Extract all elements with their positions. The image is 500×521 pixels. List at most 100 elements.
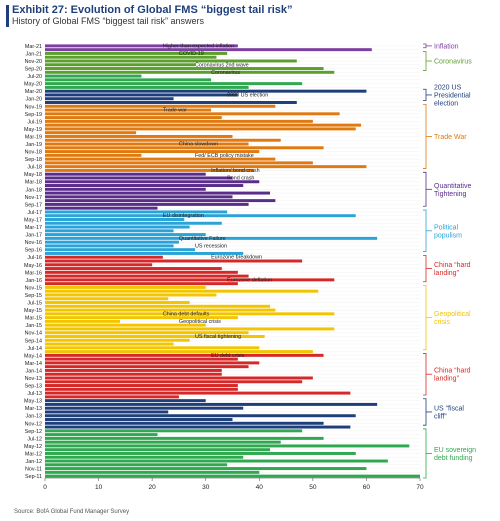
- bar: [45, 195, 233, 199]
- bar: [45, 282, 238, 286]
- bar: [45, 380, 303, 384]
- annotation-label: Eurozone breakdown: [211, 255, 262, 261]
- bar: [45, 399, 206, 403]
- bar: [45, 267, 222, 271]
- bar: [45, 157, 276, 161]
- bar: [45, 406, 244, 410]
- date-tick-label: Jan-16: [26, 278, 42, 284]
- bar: [45, 289, 319, 293]
- date-tick-label: Sep-17: [25, 202, 42, 208]
- regime-bracket: [423, 428, 427, 479]
- date-tick-label: May-17: [24, 217, 42, 223]
- regime-label: Geopolitical crisis: [434, 311, 471, 326]
- bar: [45, 138, 281, 142]
- date-tick-label: Mar-14: [25, 361, 42, 367]
- regime-label-line: US “fiscal: [434, 405, 464, 412]
- bar: [45, 184, 244, 188]
- bar: [45, 301, 190, 304]
- regime-label-line: Geopolitical: [434, 311, 471, 318]
- bar: [45, 248, 195, 252]
- bar: [45, 312, 335, 316]
- date-tick-label: Sep-14: [25, 338, 42, 344]
- bar: [45, 116, 222, 120]
- regime-label: Trade War: [434, 134, 467, 141]
- date-tick-label: Nov-17: [25, 195, 42, 201]
- annotation-label: Coronavirus: [211, 70, 240, 76]
- regime-label-line: crisis: [434, 319, 450, 326]
- bar: [45, 316, 238, 320]
- bar: [45, 82, 303, 86]
- regime-bracket: [423, 51, 427, 71]
- bar: [45, 67, 324, 71]
- date-tick-label: Jan-19: [26, 142, 42, 148]
- bar: [45, 108, 212, 112]
- regime-bracket: [423, 254, 427, 283]
- chart-title: Exhibit 27: Evolution of Global FMS “big…: [12, 4, 293, 16]
- bar: [45, 365, 249, 369]
- regime-label: Quantitative Tightening: [434, 183, 471, 198]
- regime-label-line: China “hard: [434, 262, 471, 269]
- date-tick-label: Jul-17: [27, 210, 42, 216]
- regime-label-line: landing”: [434, 270, 460, 277]
- date-tick-label: Sep-11: [25, 474, 42, 480]
- date-tick-label: Jul-14: [27, 346, 42, 352]
- bar: [45, 101, 297, 104]
- regime-label-line: 2020 US: [434, 84, 462, 91]
- date-tick-label: Mar-21: [25, 44, 42, 50]
- date-tick-label: Nov-15: [25, 285, 42, 291]
- annotation-label: China debt defaults: [163, 311, 210, 317]
- regime-label-line: Trade War: [434, 134, 467, 141]
- date-tick-label: Mar-13: [25, 406, 42, 412]
- bar: [45, 63, 195, 67]
- bar: [45, 131, 137, 135]
- x-tick-label: 60: [363, 484, 371, 491]
- bar: [45, 199, 276, 203]
- annotation-label: China slowdown: [179, 142, 218, 148]
- bar: [45, 429, 303, 433]
- bar: [45, 285, 206, 289]
- bar: [45, 85, 249, 89]
- regime-label-line: landing”: [434, 376, 460, 383]
- bar: [45, 350, 313, 354]
- regime-bracket: [423, 43, 427, 49]
- bar: [45, 51, 228, 55]
- date-tick-label: Jan-18: [26, 187, 42, 193]
- regime-label-line: populism: [434, 232, 462, 239]
- bar: [45, 384, 238, 388]
- annotation-label: Quantitative Failure: [179, 236, 226, 242]
- bar: [45, 127, 356, 131]
- date-tick-label: Nov-19: [25, 104, 42, 110]
- date-tick-label: Mar-19: [25, 134, 42, 140]
- regime-label-line: Political: [434, 224, 459, 231]
- bar: [45, 402, 378, 406]
- bar: [45, 150, 260, 154]
- annotation-label: US recession: [195, 243, 227, 249]
- regime-label: Inflation: [434, 43, 459, 50]
- regime-label-line: election: [434, 100, 458, 107]
- bar: [45, 104, 276, 108]
- regime-label-line: EU sovereign: [434, 447, 476, 454]
- regime-label-line: cliff”: [434, 413, 447, 420]
- bar: [45, 233, 206, 237]
- date-tick-label: Jan-14: [26, 368, 42, 374]
- bar: [45, 93, 238, 97]
- bar: [45, 414, 356, 418]
- bar: [45, 251, 244, 255]
- bar: [45, 210, 228, 214]
- date-tick-label: Nov-16: [25, 240, 42, 246]
- date-tick-label: Jan-20: [26, 97, 42, 103]
- date-tick-label: May-14: [24, 353, 42, 359]
- date-tick-label: Nov-20: [25, 59, 42, 65]
- bar: [45, 55, 217, 59]
- bar: [45, 319, 120, 323]
- regime-bracket: [423, 353, 427, 396]
- date-tick-label: Jul-19: [27, 119, 42, 125]
- regime-label-line: Coronavirus: [434, 58, 472, 65]
- date-tick-label: Sep-20: [25, 67, 42, 73]
- date-tick-label: May-20: [24, 82, 42, 88]
- bar: [45, 244, 174, 248]
- bar: [45, 225, 190, 229]
- annotation-label: EU disintegration: [163, 213, 204, 219]
- bar: [45, 165, 367, 169]
- bar: [45, 451, 356, 455]
